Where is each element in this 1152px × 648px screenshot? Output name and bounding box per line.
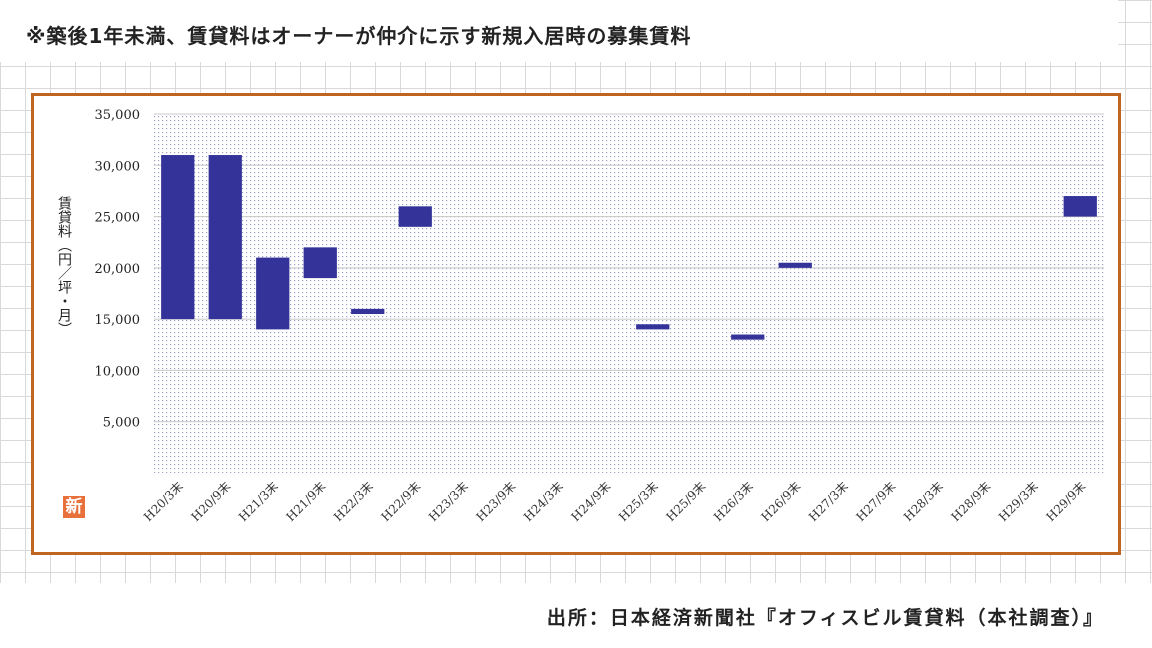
range-chart: 5,000 10,000 15,000 20,000 25,000 30,000 35,00… [56,108,1104,524]
range-bar [208,155,242,320]
x-tick-label: H20/3末 [141,479,186,524]
x-tick-label: H28/9末 [949,479,994,524]
x-tick-label: H25/3末 [616,479,661,524]
y-tick-label: 35,000 [95,108,141,123]
x-tick-label: H26/9末 [759,479,804,524]
x-tick-label: H21/3末 [236,479,281,524]
y-axis-label: 賃貸料（円／坪・月） [56,196,72,336]
y-tick-label: 30,000 [95,159,141,174]
x-tick-label: H27/3末 [806,479,851,524]
x-tick-label: H29/9末 [1044,479,1089,524]
logo-mark: 新 [63,496,85,518]
range-bar [636,324,670,330]
header-note: ※築後1年未満、賃貸料はオーナーが仲介に示す新規入居時の募集賃料 [0,0,1118,62]
x-tick-label: H24/9末 [569,479,614,524]
x-tick-label: H29/3末 [996,479,1041,524]
x-tick-label: H21/9末 [284,479,329,524]
x-axis-ticks: H20/3末 H20/9末 H21/3末 H21/9末 H22/3末 H22/9末 H23/… [141,479,1088,524]
x-tick-label: H23/9末 [474,479,519,524]
range-bar [303,247,337,279]
y-tick-label: 15,000 [95,313,141,328]
source-text: 出所：日本経済新聞社『オフィスビル賃貸料（本社調査）』 [546,607,1104,629]
y-tick-label: 5,000 [103,416,140,431]
x-tick-label: H28/3末 [901,479,946,524]
range-bar [731,334,765,340]
x-tick-label: H20/9末 [189,479,234,524]
range-bars [161,155,1097,340]
x-tick-label: H27/9末 [854,479,899,524]
range-bar [398,206,432,227]
x-tick-label: H24/3末 [521,479,566,524]
y-tick-label: 20,000 [95,262,141,277]
range-bar [351,308,385,315]
range-bar [778,262,812,268]
chart-frame: 5,000 10,000 15,000 20,000 25,000 30,000 35,00… [31,93,1121,555]
range-bar [256,257,290,330]
y-tick-label: 25,000 [95,211,141,226]
x-tick-label: H23/3末 [426,479,471,524]
y-tick-label: 10,000 [95,364,141,379]
range-bar [161,155,195,320]
x-tick-label: H22/3末 [331,479,376,524]
x-tick-label: H22/9末 [379,479,424,524]
x-tick-label: H25/9末 [664,479,709,524]
source-footer: 出所：日本経済新聞社『オフィスビル賃貸料（本社調査）』 [0,583,1152,648]
x-tick-label: H26/3末 [711,479,756,524]
range-bar [1063,196,1097,217]
plot-area [154,114,1104,473]
y-axis-ticks: 5,000 10,000 15,000 20,000 25,000 30,000 35,00… [95,108,141,431]
